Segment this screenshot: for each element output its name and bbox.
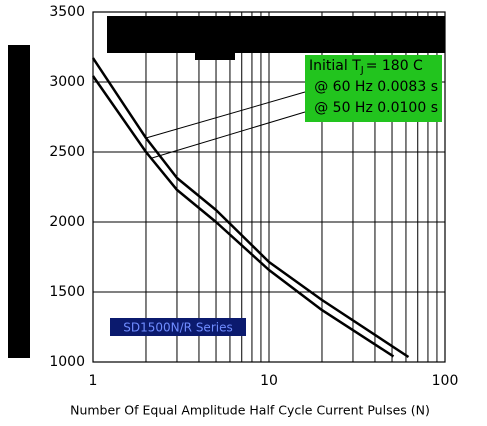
x-tick-label: 100 bbox=[432, 373, 459, 389]
y-tick-label: 1000 bbox=[49, 354, 85, 370]
redaction bbox=[107, 16, 445, 53]
x-tick-label: 1 bbox=[89, 373, 98, 389]
legend-label: @ 50 Hz 0.0100 s bbox=[314, 100, 438, 116]
redaction bbox=[8, 45, 30, 358]
series-label: SD1500N/R Series bbox=[123, 321, 232, 335]
y-tick-label: 3500 bbox=[49, 4, 85, 20]
redaction bbox=[195, 53, 235, 60]
leader-line bbox=[145, 91, 306, 139]
x-axis-label: Number Of Equal Amplitude Half Cycle Cur… bbox=[70, 403, 430, 418]
annotation-box bbox=[305, 55, 442, 122]
series-label-box bbox=[110, 318, 246, 336]
legend-label: @ 60 Hz 0.0083 s bbox=[314, 79, 438, 95]
plot-area: 1000 1500 2000 2500 3000 3500 1 10 100 bbox=[49, 4, 458, 389]
y-tick-label: 1500 bbox=[49, 284, 85, 300]
y-tick-label: 3000 bbox=[49, 74, 85, 90]
leader-line bbox=[151, 111, 306, 159]
series-line bbox=[91, 75, 395, 358]
y-tick-label: 2000 bbox=[49, 214, 85, 230]
annotation: Initial TJ = 180 C bbox=[309, 58, 423, 76]
x-tick-label: 10 bbox=[260, 373, 278, 389]
y-tick-label: 2500 bbox=[49, 144, 85, 160]
